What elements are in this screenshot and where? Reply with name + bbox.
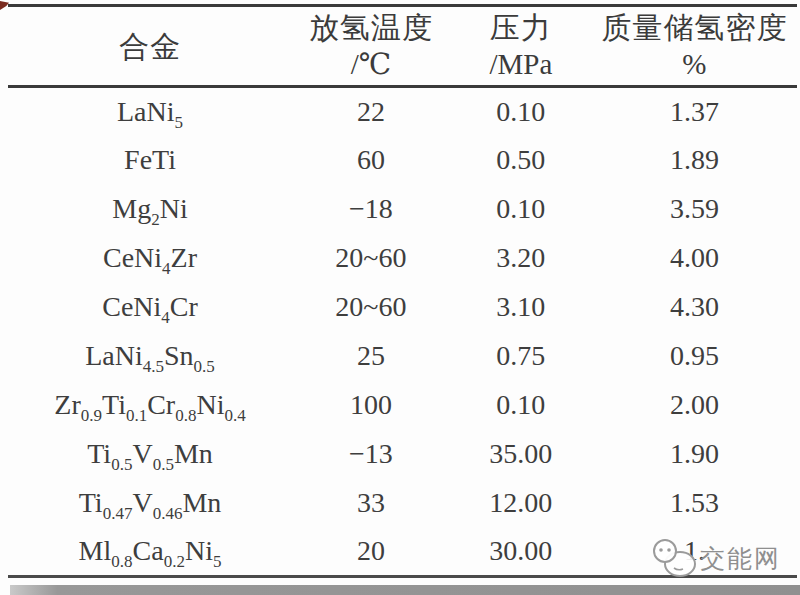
alloy-formula: FeTi (8, 136, 292, 185)
table-header: 合金 放氢温度 /℃ 压力 /MPa 质量储氢密度 % (8, 6, 797, 87)
header-alloy-label: 合金 (8, 28, 292, 65)
density-cell: 1.37 (592, 87, 797, 136)
pressure-cell: 0.75 (450, 332, 592, 381)
header-pressure-unit: /MPa (450, 46, 592, 83)
header-temperature-unit: /℃ (292, 46, 450, 83)
alloy-table-body: LaNi5220.101.37FeTi600.501.89Mg2Ni−180.1… (8, 87, 797, 577)
density-cell: 0.95 (592, 332, 797, 381)
header-row: 合金 放氢温度 /℃ 压力 /MPa 质量储氢密度 % (8, 6, 797, 87)
density-cell: 4.00 (592, 234, 797, 283)
density-cell: 1.53 (592, 479, 797, 528)
pressure-cell: 3.20 (450, 234, 592, 283)
pressure-cell: 3.10 (450, 283, 592, 332)
table-figure: 合金 放氢温度 /℃ 压力 /MPa 质量储氢密度 % LaNi5220.101… (0, 0, 800, 595)
alloy-formula: Ml0.8Ca0.2Ni5 (8, 528, 292, 577)
alloy-formula: CeNi4Cr (8, 283, 292, 332)
table-row: FeTi600.501.89 (8, 136, 797, 185)
pressure-cell: 0.10 (450, 185, 592, 234)
pressure-cell: 35.00 (450, 430, 592, 479)
table-row: LaNi4.5Sn0.5250.750.95 (8, 332, 797, 381)
alloy-formula: CeNi4Zr (8, 234, 292, 283)
table-row: CeNi4Zr20~603.204.00 (8, 234, 797, 283)
density-cell: 2.00 (592, 381, 797, 430)
table-row: Ml0.8Ca0.2Ni52030.001. (8, 528, 797, 577)
header-temperature: 放氢温度 /℃ (292, 6, 450, 87)
table-row: Ti0.47V0.46Mn3312.001.53 (8, 479, 797, 528)
header-density-unit: % (592, 46, 797, 83)
alloy-formula: LaNi5 (8, 87, 292, 136)
header-alloy: 合金 (8, 6, 292, 87)
temperature-cell: 22 (292, 87, 450, 136)
alloy-formula: Mg2Ni (8, 185, 292, 234)
table-row: CeNi4Cr20~603.104.30 (8, 283, 797, 332)
density-cell: 4.30 (592, 283, 797, 332)
temperature-cell: 33 (292, 479, 450, 528)
table-row: Zr0.9Ti0.1Cr0.8Ni0.41000.102.00 (8, 381, 797, 430)
temperature-cell: 60 (292, 136, 450, 185)
alloy-formula: Zr0.9Ti0.1Cr0.8Ni0.4 (8, 381, 292, 430)
temperature-cell: −18 (292, 185, 450, 234)
density-cell: 1.90 (592, 430, 797, 479)
table-row: Mg2Ni−180.103.59 (8, 185, 797, 234)
pressure-cell: 12.00 (450, 479, 592, 528)
temperature-cell: 20~60 (292, 283, 450, 332)
header-density: 质量储氢密度 % (592, 6, 797, 87)
pressure-cell: 0.10 (450, 87, 592, 136)
alloy-formula: LaNi4.5Sn0.5 (8, 332, 292, 381)
header-pressure-label: 压力 (450, 9, 592, 46)
header-density-label: 质量储氢密度 (592, 9, 797, 46)
pressure-cell: 30.00 (450, 528, 592, 577)
temperature-cell: 20~60 (292, 234, 450, 283)
pressure-cell: 0.10 (450, 381, 592, 430)
table-row: LaNi5220.101.37 (8, 87, 797, 136)
temperature-cell: 100 (292, 381, 450, 430)
hydrogen-storage-alloy-table: 合金 放氢温度 /℃ 压力 /MPa 质量储氢密度 % LaNi5220.101… (8, 4, 797, 578)
table-row: Ti0.5V0.5Mn−1335.001.90 (8, 430, 797, 479)
header-pressure: 压力 /MPa (450, 6, 592, 87)
temperature-cell: −13 (292, 430, 450, 479)
density-cell: 1. (592, 528, 797, 577)
density-cell: 3.59 (592, 185, 797, 234)
pressure-cell: 0.50 (450, 136, 592, 185)
bottom-gray-bar (10, 585, 800, 595)
temperature-cell: 20 (292, 528, 450, 577)
density-cell: 1.89 (592, 136, 797, 185)
header-temperature-label: 放氢温度 (292, 9, 450, 46)
temperature-cell: 25 (292, 332, 450, 381)
alloy-formula: Ti0.47V0.46Mn (8, 479, 292, 528)
alloy-formula: Ti0.5V0.5Mn (8, 430, 292, 479)
